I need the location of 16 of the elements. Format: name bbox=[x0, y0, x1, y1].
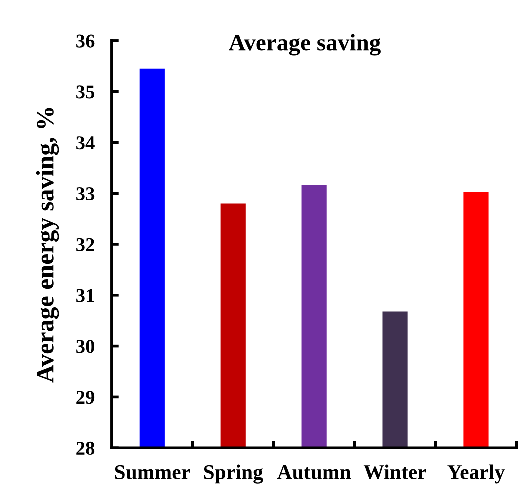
y-tick-label: 32 bbox=[76, 238, 94, 252]
x-tick-label: Winter bbox=[364, 464, 426, 480]
y-tick-label: 34 bbox=[76, 136, 95, 150]
y-tick-label: 36 bbox=[76, 34, 95, 48]
y-tick-label: 31 bbox=[76, 289, 94, 302]
y-axis-title: Average energy saving, % bbox=[36, 108, 60, 383]
x-tick-label: Spring bbox=[204, 464, 264, 484]
chart-title: Average saving bbox=[229, 34, 381, 56]
x-tick-label: Yearly bbox=[448, 464, 505, 484]
y-tick-label: 35 bbox=[76, 86, 95, 99]
x-tick-label: Autumn bbox=[277, 465, 352, 480]
y-tick-label: 29 bbox=[76, 391, 95, 404]
y-tick-label: 28 bbox=[76, 442, 95, 456]
y-tick-label: 33 bbox=[76, 187, 95, 201]
x-tick-label: Summer bbox=[115, 465, 190, 480]
y-tick-label: 30 bbox=[76, 340, 95, 354]
